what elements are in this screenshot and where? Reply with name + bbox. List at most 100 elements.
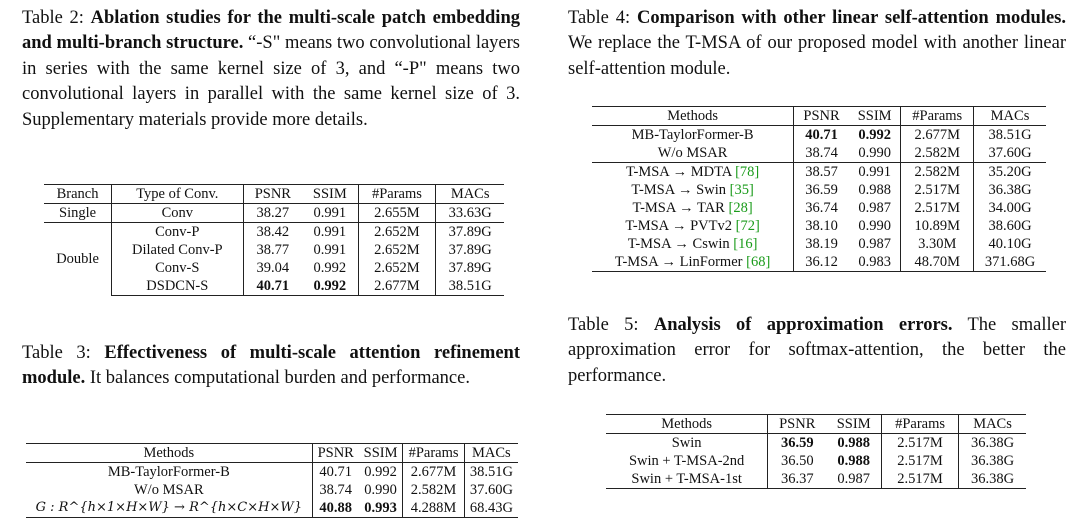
table-row: T-MSA → TAR [28] 36.74 0.987 2.517M 34.0… [592, 199, 1046, 217]
table2-branch: Double [44, 222, 113, 296]
citation-link[interactable]: [35] [729, 182, 754, 198]
table3-header-psnr: PSNR [312, 443, 359, 463]
table2-caption-text: “-S" means two convolutional layers in s… [22, 33, 521, 130]
table-row: Swin + T-MSA-1st 36.37 0.987 2.517M 36.3… [606, 470, 1026, 489]
table4-caption: Table 4: Comparison with other linear se… [568, 6, 1066, 82]
table5-method: Swin + T-MSA-2nd [606, 452, 769, 470]
table4-macs: 34.00G [988, 200, 1032, 216]
table-row: T-MSA → LinFormer [68] 36.12 0.983 48.70… [592, 253, 1046, 272]
table2-psnr: 39.04 [256, 260, 290, 276]
table4-params: 2.582M [900, 144, 975, 163]
table5-params: 2.517M [881, 433, 960, 452]
table3: Methods PSNR SSIM #Params MACs MB-Taylor… [26, 443, 518, 518]
table4-psnr: 36.12 [793, 253, 849, 272]
table5-ssim: 0.988 [826, 452, 883, 470]
table4-params: 3.30M [900, 235, 975, 253]
table4-method-text: T-MSA → LinFormer [614, 254, 743, 270]
table3-params: 4.288M [402, 499, 465, 518]
table3-header-macs: MACs [464, 443, 518, 463]
table5-caption-label: Table 5: [568, 315, 639, 335]
table5-macs: 36.38G [970, 453, 1015, 469]
table5-macs: 36.38G [970, 435, 1015, 451]
table4-ssim: 0.987 [848, 235, 902, 253]
table4-macs: 36.38G [988, 182, 1032, 198]
table4-ssim: 0.990 [848, 217, 902, 235]
table5-psnr: 36.50 [780, 453, 814, 469]
table2-psnr: 38.42 [243, 222, 303, 241]
table4-method-text: T-MSA → Cswin [627, 236, 730, 252]
table4-macs: 38.51G [988, 127, 1032, 143]
table3-ssim: 0.992 [358, 462, 404, 481]
citation-link[interactable]: [68] [746, 254, 771, 270]
table4-ssim: 0.991 [848, 162, 902, 181]
table-row: Double Conv-P 38.42 0.991 2.652M 37.89G [44, 222, 504, 296]
table2-caption-title: Ablation studies for the multi-scale pat… [22, 8, 520, 54]
table4-method-text: T-MSA → Swin [631, 182, 726, 198]
table3-psnr: 38.74 [319, 482, 353, 498]
table3-caption-title: Effectiveness of multi-scale attention r… [22, 343, 521, 389]
table4-params: 2.517M [900, 181, 975, 199]
table4-method-text: T-MSA → PVTv2 [625, 218, 733, 234]
table3-params: 2.677M [402, 462, 465, 481]
citation-link[interactable]: [16] [733, 236, 758, 252]
table2-params: 2.677M [358, 277, 437, 296]
table5-header-ssim: SSIM [826, 414, 883, 434]
table3-psnr: 40.88 [312, 499, 359, 518]
table-row: MB-TaylorFormer-B 40.71 0.992 2.677M 38.… [26, 462, 518, 481]
table-row: Dilated Conv-P 38.77 0.991 2.652M 37.89G [44, 241, 504, 259]
table4-method-text: T-MSA → MDTA [625, 164, 732, 180]
table2-ssim: 0.991 [302, 241, 359, 259]
table4-method: T-MSA → MDTA [78] [592, 162, 795, 181]
table5-psnr: 36.37 [767, 470, 827, 489]
table2-ssim: 0.992 [302, 277, 359, 296]
table4-caption-title: Comparison with other linear self-attent… [637, 8, 1066, 28]
table4-method: W/o MSAR [592, 144, 795, 163]
table4-params: 2.677M [900, 125, 975, 144]
table2-params: 2.655M [358, 203, 437, 223]
table5-caption-title: Analysis of approximation errors. [653, 315, 953, 335]
table2-params: 2.652M [358, 241, 437, 259]
table3-macs: 68.43G [464, 499, 518, 518]
table3-method: W/o MSAR [26, 481, 313, 499]
table-row: W/o MSAR 38.74 0.990 2.582M 37.60G [26, 481, 518, 499]
table-row: Swin 36.59 0.988 2.517M 36.38G [606, 433, 1026, 452]
table2-type: Conv [111, 203, 244, 223]
table4-macs: 37.60G [988, 145, 1032, 161]
table5-header-macs: MACs [958, 414, 1026, 434]
table3-header-ssim: SSIM [358, 443, 404, 463]
table2-type: Conv-S [111, 259, 244, 277]
table4-psnr: 40.71 [805, 127, 838, 143]
table4-method: T-MSA → TAR [28] [592, 199, 795, 217]
table2-macs: 33.63G [448, 205, 492, 221]
citation-link[interactable]: [72] [735, 218, 760, 234]
table4-psnr: 36.74 [805, 200, 838, 216]
table4-method: T-MSA → PVTv2 [72] [592, 217, 795, 235]
table4-method-text: T-MSA → TAR [632, 200, 725, 216]
table4-ssim: 0.987 [848, 199, 902, 217]
table2-ssim: 0.991 [302, 203, 359, 223]
table-row: T-MSA → PVTv2 [72] 38.10 0.990 10.89M 38… [592, 217, 1046, 235]
table2-caption: Table 2: Ablation studies for the multi-… [22, 6, 520, 133]
table2-psnr: 40.71 [243, 277, 303, 296]
table2-header-psnr: PSNR [243, 184, 303, 204]
table2-type: DSDCN-S [111, 277, 244, 296]
table4-ssim: 0.992 [848, 125, 902, 144]
table4-method: T-MSA → Swin [35] [592, 181, 795, 199]
table3-ssim: 0.993 [358, 499, 404, 518]
table3-macs: 38.51G [469, 464, 513, 480]
table4-psnr: 38.19 [805, 236, 838, 252]
citation-link[interactable]: [78] [735, 164, 760, 180]
table2-header-ssim: SSIM [302, 184, 359, 204]
table5-macs: 36.38G [958, 470, 1026, 489]
table3-header-params: #Params [402, 443, 465, 463]
table3-method: MB-TaylorFormer-B [26, 462, 313, 481]
table4: Methods PSNR SSIM #Params MACs MB-Taylor… [592, 106, 1046, 272]
table2-caption-label: Table 2: [22, 8, 84, 28]
table2-macs: 37.89G [448, 260, 492, 276]
table-row: W/o MSAR 38.74 0.990 2.582M 37.60G [592, 144, 1046, 163]
table4-macs: 40.10G [988, 236, 1032, 252]
table5-method: Swin + T-MSA-1st [606, 470, 769, 489]
citation-link[interactable]: [28] [728, 200, 753, 216]
table5-params: 2.517M [881, 470, 960, 489]
table3-caption-label: Table 3: [22, 343, 91, 363]
